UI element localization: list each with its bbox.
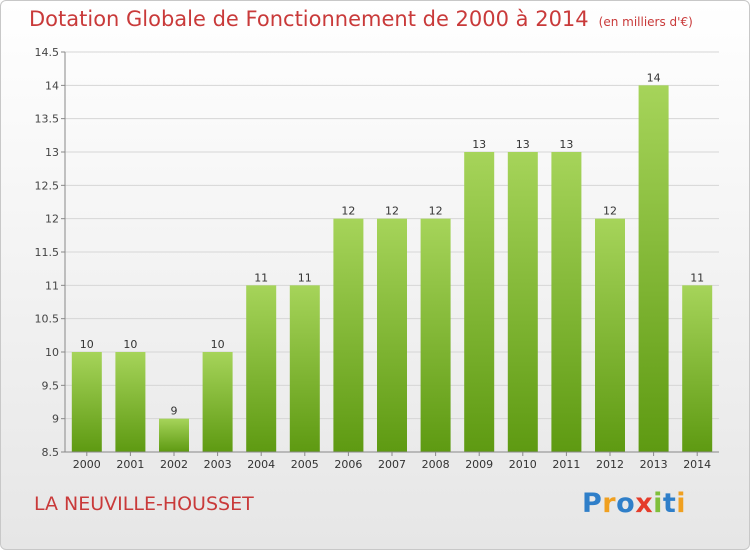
y-tick-label: 13.5 <box>35 113 60 126</box>
x-tick-label: 2008 <box>422 458 450 471</box>
y-tick-label: 11 <box>45 279 59 292</box>
bar <box>71 352 102 452</box>
chart-subtitle: (en milliers d'€) <box>598 15 693 29</box>
y-tick-label: 10.5 <box>35 313 60 326</box>
x-tick-label: 2002 <box>160 458 188 471</box>
title-text: Dotation Globale de Fonctionnement de 20… <box>29 7 589 31</box>
bar-value-label: 13 <box>559 138 573 151</box>
x-tick-label: 2014 <box>683 458 711 471</box>
bar-value-label: 12 <box>341 205 355 218</box>
x-tick-label: 2009 <box>465 458 493 471</box>
bar-value-label: 12 <box>603 205 617 218</box>
x-tick-label: 2007 <box>378 458 406 471</box>
x-tick-label: 2013 <box>640 458 668 471</box>
y-tick-label: 8.5 <box>42 446 60 459</box>
bar-value-label: 12 <box>385 205 399 218</box>
bar <box>420 218 451 452</box>
bar <box>595 218 625 452</box>
bar-value-label: 11 <box>298 271 312 284</box>
bar <box>289 285 320 452</box>
proxiti-logo: Proxiti <box>582 488 687 519</box>
x-tick-label: 2000 <box>73 458 101 471</box>
bar <box>638 85 669 452</box>
bar-value-label: 13 <box>472 138 486 151</box>
bar-value-label: 10 <box>211 338 225 351</box>
bar <box>377 218 407 452</box>
bar <box>551 152 582 452</box>
x-axis-ticks: 2000 2001 2002 2003 2004 2005 2006 2007 2008 2009… <box>73 452 711 471</box>
y-tick-label: 9 <box>52 413 59 426</box>
bar-value-label: 9 <box>171 405 178 418</box>
bar-value-label: 13 <box>516 138 530 151</box>
bar-value-label: 14 <box>647 71 661 84</box>
y-tick-label: 12.5 <box>35 179 60 192</box>
bar-value-label: 11 <box>690 271 704 284</box>
y-tick-label: 11.5 <box>35 246 60 259</box>
bar <box>246 285 277 452</box>
y-tick-label: 13 <box>45 146 59 159</box>
bar-value-label: 10 <box>80 338 94 351</box>
x-tick-label: 2011 <box>552 458 580 471</box>
bar <box>333 218 364 452</box>
bars: 10 10 9 10 11 11 12 12 12 13 13 13 12 14 11 <box>71 71 713 452</box>
x-tick-label: 2003 <box>204 458 232 471</box>
x-tick-label: 2001 <box>116 458 144 471</box>
x-tick-label: 2006 <box>334 458 362 471</box>
y-tick-label: 10 <box>45 346 59 359</box>
bar-value-label: 10 <box>123 338 137 351</box>
bar-value-label: 11 <box>254 271 268 284</box>
x-tick-label: 2010 <box>509 458 537 471</box>
x-tick-label: 2004 <box>247 458 275 471</box>
y-axis-ticks: 8.5 9 9.5 10 10.5 11 11.5 12 12.5 13 13.5 14 14.5 <box>35 46 65 459</box>
bar <box>507 152 538 452</box>
y-tick-label: 14.5 <box>35 46 60 59</box>
x-tick-label: 2005 <box>291 458 319 471</box>
bar <box>115 352 146 452</box>
bar <box>202 352 233 452</box>
bar <box>159 418 189 452</box>
y-tick-label: 9.5 <box>42 379 60 392</box>
bar <box>464 152 495 452</box>
bar-value-label: 12 <box>429 205 443 218</box>
bar <box>682 285 713 452</box>
x-tick-label: 2012 <box>596 458 624 471</box>
chart-title: Dotation Globale de Fonctionnement de 20… <box>29 7 693 31</box>
commune-name: LA NEUVILLE-HOUSSET <box>34 493 254 515</box>
y-tick-label: 12 <box>45 213 59 226</box>
y-tick-label: 14 <box>45 79 59 92</box>
